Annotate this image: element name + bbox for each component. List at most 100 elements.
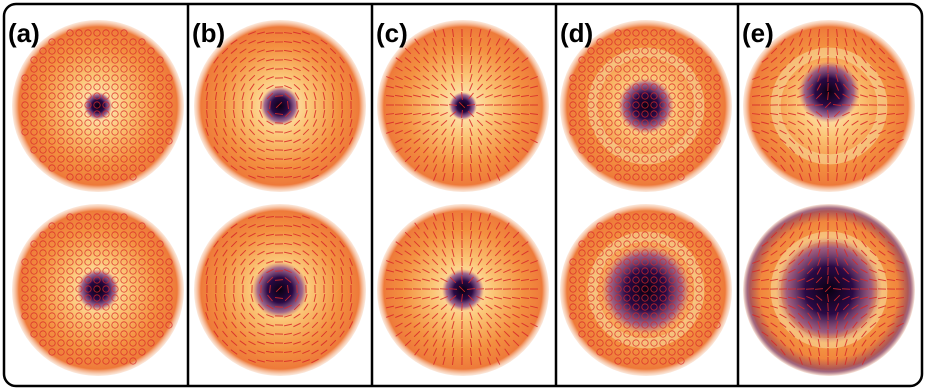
polarization [138,164,146,172]
polarization [798,164,804,172]
polarization [111,173,119,181]
polarization [470,37,472,47]
polarization [807,249,813,257]
polarization [788,94,796,98]
polarization [75,137,83,145]
polarization [75,348,83,356]
polarization [487,173,491,181]
polarization [440,111,448,117]
polarization [257,129,265,135]
polarization [48,83,56,91]
polarization [339,258,345,266]
polarization [495,357,501,365]
polarization [93,231,101,239]
polarization [659,348,667,356]
polarization [770,250,778,256]
polarization [84,276,92,284]
polarization [641,119,649,127]
polarization [835,136,839,146]
polarization [156,258,164,266]
polarization [284,120,292,126]
polarization [147,56,155,64]
polarization [266,314,274,318]
polarization [844,231,848,239]
polarization [442,155,446,163]
polarization [349,91,353,101]
polarization [587,74,595,82]
polarization [30,128,38,136]
polarization [75,330,83,338]
polarization [213,56,219,64]
polarization [668,294,676,302]
polarization [257,66,265,72]
polarization [147,83,155,91]
polarization [779,138,787,144]
polarization [311,174,319,180]
polarization [632,101,640,109]
polarization [156,110,164,118]
polarization [779,305,787,309]
polarization [311,156,319,162]
polarization [257,350,265,354]
polarization [807,312,813,320]
polarization [752,130,760,134]
polarization [641,357,649,365]
polarization [257,75,265,81]
polarization [302,331,310,337]
polarization [485,128,493,136]
polarization [129,240,137,248]
polarization [422,321,430,329]
polarization [668,119,676,127]
polarization [458,101,466,109]
polarization [797,304,805,310]
polarization [587,56,595,64]
polarization [478,240,482,248]
polarization [798,146,804,154]
polarization [569,128,577,136]
polarization [614,213,622,221]
polarization [321,74,327,82]
polarization [469,145,473,155]
polarization [770,85,778,89]
polarization [632,137,640,145]
polarization [469,128,473,136]
polarization [668,173,676,181]
polarization [596,231,604,239]
polarization [265,233,275,237]
polarization [852,137,858,145]
polarization [84,339,92,347]
polarization [677,56,685,64]
polarization [569,267,577,275]
polarization [677,74,685,82]
polarization [294,110,300,118]
polarization [230,156,238,162]
polarization [57,222,65,230]
polarization [835,338,839,348]
polarization [304,276,308,284]
polarization [695,146,703,154]
polarization [835,154,839,164]
polarization [650,222,658,230]
polarization [713,303,721,311]
polarization [138,249,146,257]
polarization [641,285,649,293]
polarization [266,276,274,284]
polarization [844,155,848,163]
polarization [578,146,586,154]
polarization [844,240,848,248]
polarization [248,241,256,247]
polarization [213,258,219,266]
polarization [878,241,886,247]
polarization [321,249,327,257]
polarization [223,303,227,311]
polarization [432,146,438,154]
polarization [283,242,293,246]
polarization [486,321,492,329]
polarization [466,288,476,290]
polarization [75,29,83,37]
polarization [331,83,335,91]
polarization [120,348,128,356]
polarization [120,65,128,73]
polarization [395,250,403,256]
polarization [623,29,631,37]
